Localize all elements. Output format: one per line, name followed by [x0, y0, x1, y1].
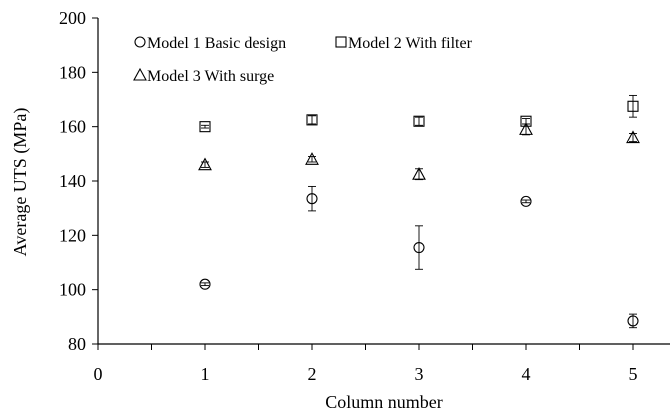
square-point	[199, 121, 211, 133]
circle-point	[520, 195, 532, 207]
y-tick-label: 180	[59, 62, 86, 82]
y-tick-label: 100	[59, 280, 86, 300]
axes	[97, 18, 670, 345]
legend-triangle-icon	[133, 67, 147, 81]
x-tick-label: 2	[308, 364, 317, 384]
triangle-point	[626, 130, 640, 144]
square-point	[413, 115, 425, 127]
legend-circle-icon	[134, 36, 146, 48]
y-tick-label: 160	[59, 117, 86, 137]
square-point	[627, 100, 639, 112]
y-tick-label: 80	[68, 334, 86, 354]
triangle-point	[305, 152, 319, 165]
series-square	[199, 94, 639, 133]
legend-square-icon	[335, 36, 347, 48]
legend-entry: Model 1 Basic design	[134, 35, 286, 52]
circle-point	[413, 242, 425, 254]
circle-point	[627, 315, 639, 327]
legend-entry: Model 2 With filter	[335, 35, 473, 52]
y-tick-label: 140	[59, 171, 86, 191]
y-axis-title: Average UTS (MPa)	[10, 108, 31, 257]
legend-label: Model 2 With filter	[348, 35, 473, 52]
triangle-point	[519, 122, 533, 135]
legend-entry: Model 3 With surge	[133, 67, 274, 85]
x-tick-label: 0	[94, 364, 103, 384]
tick-labels: 80 100 120 140 160 180 200 0 1 2 3 4 5	[59, 8, 638, 384]
x-tick-label: 3	[415, 364, 424, 384]
data-marks	[198, 94, 640, 329]
x-axis-title: Column number	[325, 392, 443, 412]
series-triangle	[198, 122, 640, 181]
x-tick-label: 5	[629, 364, 638, 384]
square-point	[306, 114, 318, 126]
legend-label: Model 3 With surge	[147, 68, 274, 85]
triangle-point	[198, 157, 212, 171]
circle-point	[306, 193, 318, 205]
y-tick-label: 120	[59, 225, 86, 245]
series-circle	[199, 185, 639, 329]
legend-label: Model 1 Basic design	[147, 35, 286, 52]
x-tick-label: 1	[201, 364, 210, 384]
x-tick-label: 4	[522, 364, 531, 384]
triangle-point	[412, 167, 426, 180]
legend: Model 1 Basic design Model 2 With filter M…	[133, 35, 473, 85]
circle-point	[199, 278, 211, 290]
axis-ticks	[92, 17, 634, 350]
y-tick-label: 200	[59, 8, 86, 28]
